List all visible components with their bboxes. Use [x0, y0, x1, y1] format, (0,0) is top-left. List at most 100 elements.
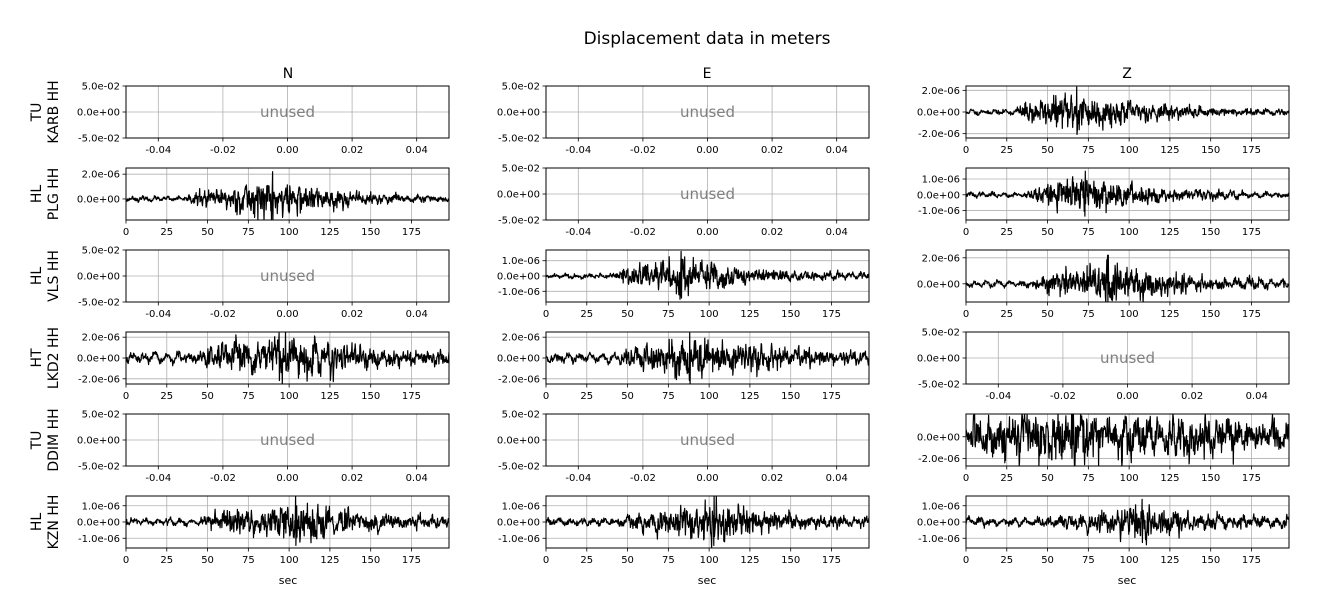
- waveform-trace: [546, 332, 869, 384]
- y-tick-label: -1.0e-06: [498, 534, 540, 545]
- y-tick-label: -1.0e-06: [918, 206, 960, 217]
- x-tick-label: 0.00: [276, 473, 298, 484]
- x-tick-label: 0.04: [406, 473, 428, 484]
- row-label-network: HL: [29, 267, 45, 286]
- unused-label: unused: [680, 103, 735, 121]
- row-label-network: TU: [29, 431, 45, 451]
- row-label-station: VLS HH: [46, 250, 62, 302]
- x-tick-label: 0.00: [276, 309, 298, 320]
- unused-label: unused: [1100, 349, 1155, 367]
- x-tick-label: 0: [543, 555, 549, 566]
- x-tick-label: 0.04: [406, 145, 428, 156]
- y-tick-label: 1.0e-06: [502, 501, 540, 512]
- x-tick-label: 175: [822, 391, 841, 402]
- x-tick-label: 175: [1242, 309, 1261, 320]
- x-tick-label: 0.02: [761, 145, 783, 156]
- x-tick-label: 75: [1082, 473, 1095, 484]
- x-tick-label: 75: [1082, 309, 1095, 320]
- x-tick-label: 100: [280, 555, 299, 566]
- panel-n-row-3: 0 25 50 75 100 125 150 175 2.0e-06 0.0e+00 -2.0e-0…: [77, 331, 450, 402]
- y-tick-label: 0.0e+00: [917, 354, 960, 365]
- panel-n-row-1: 0 25 50 75 100 125 150 175 2.0e-06 0.0e+00: [77, 167, 450, 238]
- x-tick-label: 175: [1242, 227, 1261, 238]
- x-tick-label: -0.02: [210, 309, 236, 320]
- row-label-station: PLG HH: [46, 168, 62, 221]
- y-tick-label: -1.0e-06: [498, 287, 540, 298]
- x-tick-label: 175: [1242, 145, 1261, 156]
- y-tick-label: 5.0e-02: [82, 246, 120, 257]
- x-tick-label: 125: [740, 391, 759, 402]
- y-tick-label: 2.0e-06: [82, 333, 120, 344]
- x-tick-label: 125: [740, 555, 759, 566]
- panel-e-row-4: -0.04 -0.02 0.00 0.02 0.04 -5.0e-02 0.0e+00 5.0…: [497, 410, 870, 484]
- y-tick-label: 0.0e+00: [77, 436, 120, 447]
- x-tick-label: 0.04: [826, 473, 848, 484]
- panel-e-row-5: 0 25 50 75 100 125 150 175 1.0e-06 0.0e+00 -1.0e-0…: [497, 495, 870, 566]
- x-tick-label: 175: [822, 309, 841, 320]
- panel-frame: [125, 85, 450, 139]
- x-tick-label: -0.02: [1050, 391, 1076, 402]
- x-tick-label: 100: [1120, 555, 1139, 566]
- y-tick-label: 2.0e-06: [82, 170, 120, 181]
- y-tick-label: -5.0e-02: [498, 462, 540, 473]
- y-tick-label: 2.0e-06: [922, 253, 960, 264]
- x-tick-label: 125: [320, 227, 339, 238]
- y-tick-label: -2.0e-06: [918, 129, 960, 140]
- x-tick-label: 125: [1160, 555, 1179, 566]
- panel-n-row-0: -0.04 -0.02 0.00 0.02 0.04 -5.0e-02 0.0e+00 5.0…: [77, 82, 450, 156]
- panel-z-row-1: 0 25 50 75 100 125 150 175 1.0e-06 0.0e+00 -1.0e-0…: [917, 167, 1290, 238]
- x-tick-label: 150: [781, 309, 800, 320]
- panel-e-row-3: 0 25 50 75 100 125 150 175 2.0e-06 0.0e+00 -2.0e-0…: [497, 331, 870, 402]
- x-tick-label: -0.04: [565, 145, 591, 156]
- waveform-trace: [966, 414, 1289, 466]
- panel-frame: [965, 167, 1290, 221]
- y-tick-label: 0.0e+00: [497, 190, 540, 201]
- row-label-network: HL: [29, 185, 45, 204]
- y-tick-label: 0.0e+00: [917, 518, 960, 529]
- x-tick-label: 150: [1201, 555, 1220, 566]
- x-tick-label: 75: [662, 309, 675, 320]
- panel-e-row-2: 0 25 50 75 100 125 150 175 1.0e-06 0.0e+00 -1.0e-0…: [497, 249, 870, 320]
- y-tick-label: -1.0e-06: [78, 534, 120, 545]
- x-tick-label: 100: [1120, 227, 1139, 238]
- panel-frame: [965, 413, 1290, 467]
- y-tick-label: 5.0e-02: [502, 164, 540, 175]
- y-tick-label: -5.0e-02: [498, 134, 540, 145]
- y-tick-label: -5.0e-02: [78, 462, 120, 473]
- figure-title: Displacement data in meters: [584, 29, 831, 49]
- x-tick-label: 125: [1160, 309, 1179, 320]
- x-tick-label: 25: [160, 555, 173, 566]
- x-tick-label: 0.00: [1116, 391, 1138, 402]
- row-label-network: TU: [29, 103, 45, 123]
- x-tick-label: 150: [1201, 145, 1220, 156]
- x-tick-label: 75: [242, 555, 255, 566]
- waveform-trace: [126, 496, 449, 547]
- waveform-trace: [546, 250, 869, 300]
- x-tick-label: 50: [621, 309, 634, 320]
- x-tick-label: 75: [1082, 145, 1095, 156]
- y-tick-label: -5.0e-02: [918, 380, 960, 391]
- x-tick-label: 0.02: [761, 473, 783, 484]
- panel-z-row-5: 0 25 50 75 100 125 150 175 1.0e-06 0.0e+00 -1.0e-0…: [917, 495, 1290, 566]
- x-tick-label: -0.04: [145, 309, 171, 320]
- waveform-trace: [966, 254, 1289, 302]
- y-tick-label: 0.0e+00: [77, 194, 120, 205]
- row-label-station: LKD2 HH: [46, 327, 62, 389]
- unused-label: unused: [260, 267, 315, 285]
- x-tick-label: 0.02: [761, 227, 783, 238]
- x-tick-label: 150: [781, 391, 800, 402]
- y-tick-label: 0.0e+00: [77, 518, 120, 529]
- x-tick-label: 75: [662, 391, 675, 402]
- x-tick-label: 125: [320, 391, 339, 402]
- x-tick-label: 175: [402, 555, 421, 566]
- unused-label: unused: [260, 103, 315, 121]
- panel-frame: [545, 413, 870, 467]
- x-tick-label: 75: [1082, 227, 1095, 238]
- x-tick-label: 125: [1160, 227, 1179, 238]
- x-tick-label: 0.02: [1181, 391, 1203, 402]
- y-tick-label: 1.0e-06: [922, 501, 960, 512]
- x-tick-label: 0: [123, 391, 129, 402]
- panel-frame: [545, 331, 870, 385]
- y-tick-label: 0.0e+00: [497, 436, 540, 447]
- x-tick-label: 125: [740, 309, 759, 320]
